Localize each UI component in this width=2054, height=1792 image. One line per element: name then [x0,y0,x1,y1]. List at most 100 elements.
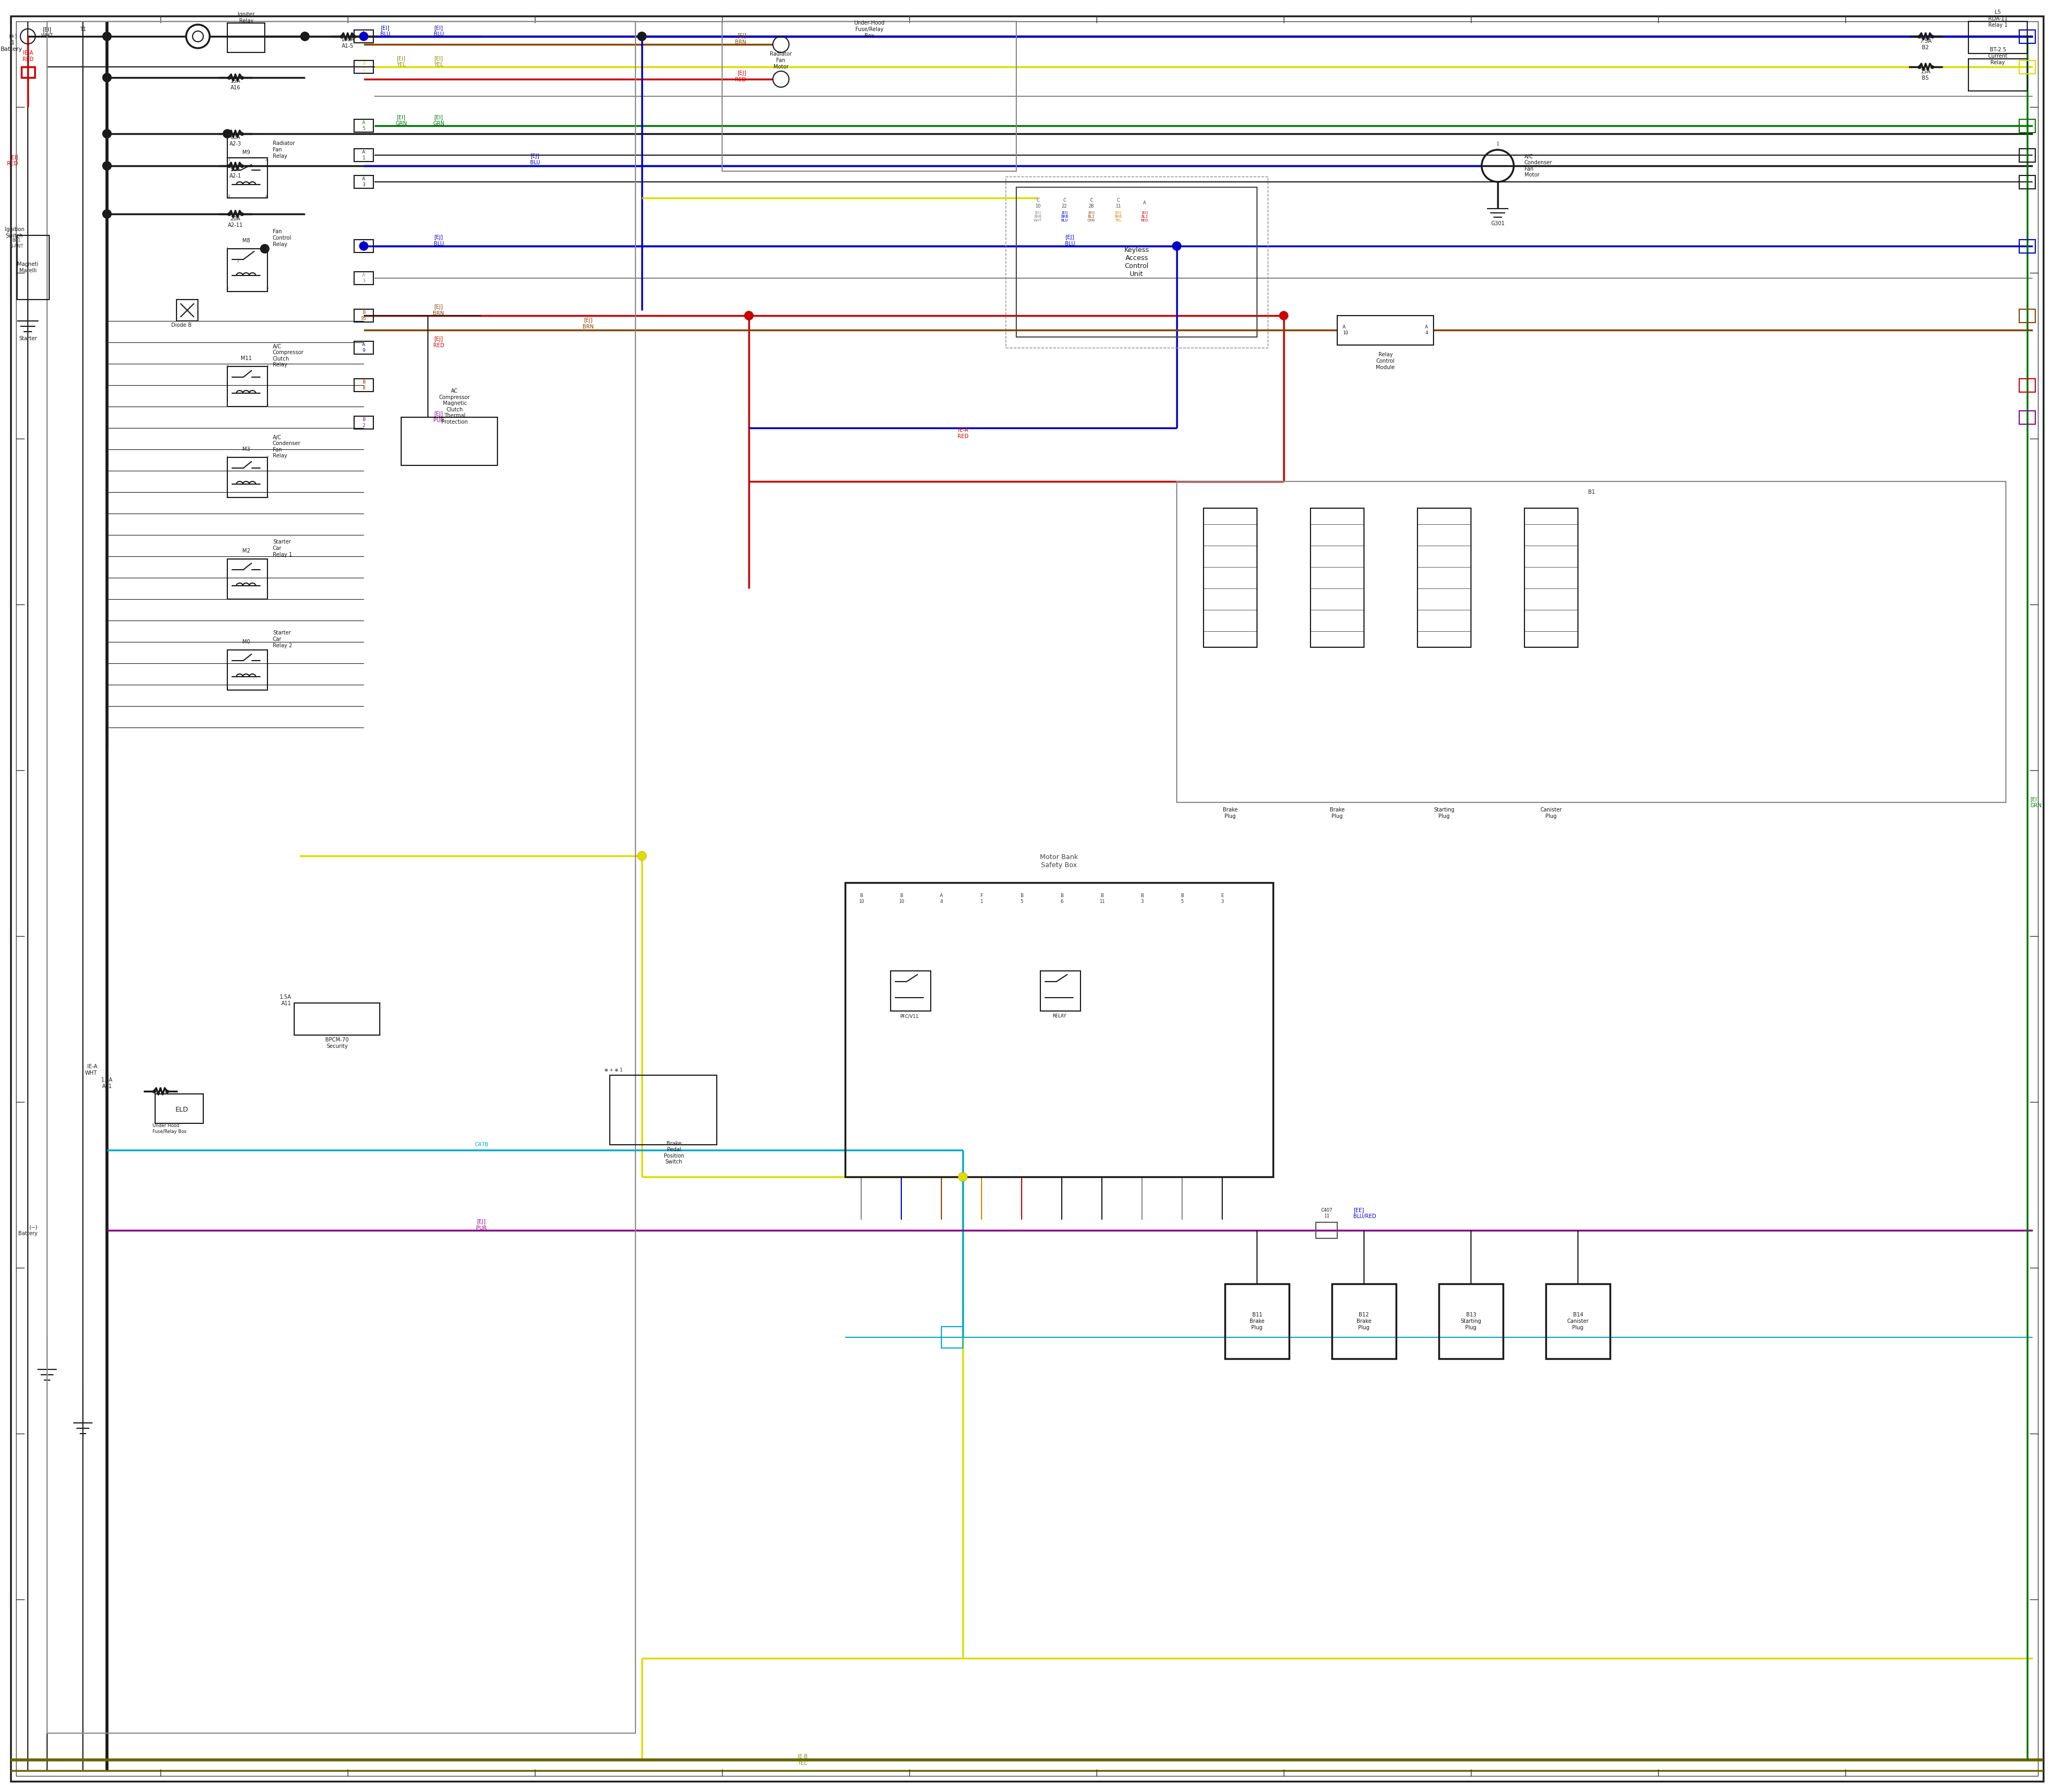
Bar [228,158,267,197]
Text: Brake
Pedal
Position
Switch: Brake Pedal Position Switch [663,1142,684,1165]
Bar [353,340,374,355]
Circle shape [103,129,111,138]
Text: Under-Hood
Fuse/Relay
Box: Under-Hood Fuse/Relay Box [854,20,885,38]
Bar [1310,509,1364,647]
Text: BPCM-70
Security: BPCM-70 Security [325,1038,349,1048]
Text: B
5: B 5 [1181,894,1183,903]
Text: A/C
Compressor
Clutch
Relay: A/C Compressor Clutch Relay [273,344,304,367]
Text: IE-A
RED: IE-A RED [957,428,967,439]
Text: Brake
Plug: Brake Plug [1329,808,1345,819]
Text: [EI]
GRN: [EI] GRN [394,115,407,125]
Bar [353,61,374,73]
Text: 50A
A2-1: 50A A2-1 [230,167,242,179]
Text: 60A
A2-3: 60A A2-3 [230,134,242,147]
Bar [1524,509,1577,647]
Bar [1440,1283,1504,1358]
Bar [353,176,374,188]
Bar [844,883,1273,1177]
Bar [610,1075,717,1145]
Bar [228,23,265,52]
Text: 1.5A
A11: 1.5A A11 [101,1077,113,1090]
Text: [EI]
GRN: [EI] GRN [2029,797,2042,808]
Text: A/C
Condenser
Fan
Relay: A/C Condenser Fan Relay [273,435,300,459]
Text: A
1: A 1 [362,151,366,159]
Text: 1.5A
A11: 1.5A A11 [279,995,292,1005]
Bar [353,416,374,428]
Bar [2019,61,2036,73]
Circle shape [359,242,368,251]
Text: [EJ]
PUR: [EJ] PUR [433,412,444,423]
Text: A
10: A 10 [1343,324,1347,335]
Bar [2019,240,2036,253]
Text: C
11: C 11 [1115,199,1121,208]
Text: Diode B: Diode B [170,323,191,328]
Circle shape [959,1172,967,1181]
Circle shape [103,210,111,219]
Circle shape [261,244,269,253]
Text: 1: 1 [226,405,228,407]
Text: G301: G301 [1491,220,1506,226]
Bar [1006,177,1267,348]
Bar [1204,509,1257,647]
Text: M9: M9 [242,151,251,156]
Text: B13
Starting
Plug: B13 Starting Plug [1460,1312,1481,1330]
Circle shape [300,32,310,41]
Text: T1
1: T1 1 [80,27,86,38]
Bar [353,378,374,392]
Bar [401,418,497,466]
Text: Brake
Plug: Brake Plug [1222,808,1239,819]
Bar [47,22,635,1733]
Bar [353,272,374,285]
Text: [EI]
BL1
RED: [EI] BL1 RED [1140,211,1148,222]
Circle shape [744,312,754,321]
Text: B
10: B 10 [898,894,904,903]
Text: [EE]
BLU/RED: [EE] BLU/RED [1354,1208,1376,1219]
Bar [177,299,197,321]
Text: [EJ]
BRN: [EJ] BRN [583,317,594,330]
Text: B11
Brake
Plug: B11 Brake Plug [1249,1312,1265,1330]
Bar [353,120,374,133]
Text: 1: 1 [1495,142,1499,147]
Text: Battery: Battery [0,47,23,52]
Text: B01
N-ANT: B01 N-ANT [8,238,23,249]
Text: AC
Compressor
Magnetic
Clutch
Thermal
Protection: AC Compressor Magnetic Clutch Thermal Pr… [440,389,470,425]
Text: A/C
Condenser
Fan
Motor: A/C Condenser Fan Motor [1524,154,1553,177]
Text: BT-2.5
Current
Relay: BT-2.5 Current Relay [1988,47,2007,65]
Bar [21,66,35,77]
Text: 1: 1 [226,455,228,459]
Text: 1: 1 [226,247,228,251]
Circle shape [637,851,647,860]
Text: Starting
Plug: Starting Plug [1434,808,1454,819]
Text: A
3: A 3 [362,272,366,283]
Text: ELD: ELD [175,1106,189,1113]
Text: [EI]
BLU: [EI] BLU [433,25,444,38]
Text: C
10: C 10 [1035,199,1041,208]
Text: F
1: F 1 [980,894,984,903]
Text: 5: 5 [267,287,269,290]
Text: 1: 1 [10,39,14,45]
Bar [2019,410,2036,425]
Text: Canister
Plug: Canister Plug [1540,808,1563,819]
Text: 4: 4 [267,495,269,498]
Text: 3: 3 [228,195,230,197]
Circle shape [103,161,111,170]
Circle shape [637,32,647,41]
Text: 4: 4 [267,366,269,367]
Circle shape [261,244,269,253]
Circle shape [224,129,232,138]
Text: A
6: A 6 [362,240,366,251]
Text: IE-A
RED: IE-A RED [23,50,33,63]
Bar [891,971,930,1011]
Text: (+): (+) [8,34,16,39]
Bar [353,149,374,161]
Text: C
22: C 22 [1062,199,1068,208]
Text: M3: M3 [242,446,251,452]
Bar [294,1004,380,1036]
Text: [EI]
BRB
WHT: [EI] BRB WHT [1033,211,1041,222]
Text: Motor Bank
Safety Box: Motor Bank Safety Box [1039,853,1078,869]
Circle shape [744,312,754,321]
Text: [EJ]
PUR: [EJ] PUR [477,1219,487,1231]
Text: [EI]
BLU: [EI] BLU [380,25,390,38]
Bar [353,310,374,323]
Circle shape [300,32,310,41]
